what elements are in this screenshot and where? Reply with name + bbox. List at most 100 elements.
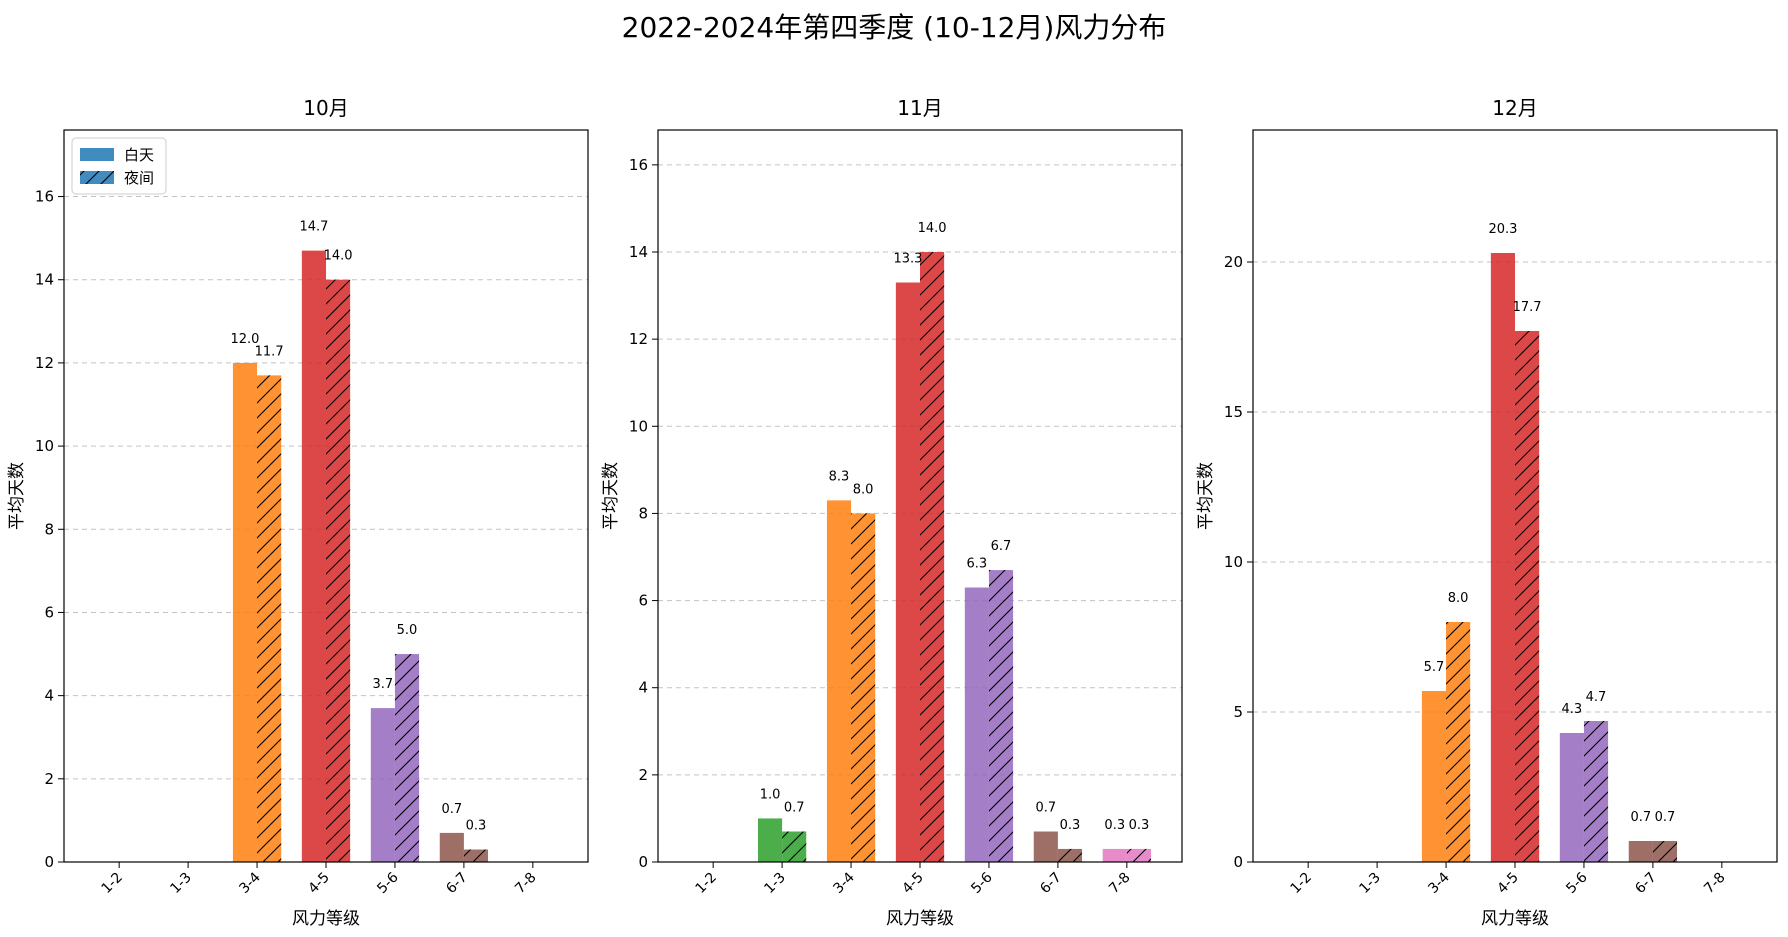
- x-axis-label: 风力等级: [292, 909, 360, 929]
- bar-day: [1421, 691, 1447, 862]
- x-tick-label: 7-8: [1701, 870, 1728, 897]
- y-tick-label: 8: [638, 504, 648, 522]
- y-tick-label: 0: [44, 853, 54, 871]
- y-tick-label: 8: [44, 520, 54, 538]
- figure-title: 2022-2024年第四季度 (10-12月)风力分布: [621, 11, 1167, 44]
- y-tick-label: 6: [44, 603, 54, 621]
- x-tick-label: 6-7: [443, 870, 470, 897]
- data-label: 8.0: [1448, 591, 1469, 606]
- chart-panel-3: 5.7 8.0 20.3 17.7 4.34.7 0.7 0.7 0 5 10 15 20 1-2 1-3…: [1196, 96, 1778, 929]
- bar-day: [964, 587, 989, 862]
- y-axis-label: 平均天数: [7, 462, 27, 530]
- data-label: 0.7: [1035, 801, 1056, 816]
- x-tick-label: 4-5: [1494, 870, 1521, 897]
- bar-day: [301, 250, 326, 862]
- bar-night-hatch: [394, 654, 420, 862]
- data-label: 14.7: [299, 220, 328, 235]
- legend-swatch-day: [80, 148, 114, 161]
- data-label: 8.0: [853, 482, 874, 497]
- bar-night-hatch: [257, 375, 282, 862]
- y-tick-label: 10: [35, 437, 54, 455]
- y-tick-label: 12: [629, 330, 648, 348]
- y-tick-label: 5: [1233, 703, 1243, 721]
- x-tick-label: 1-2: [98, 870, 125, 897]
- bar-day: [232, 362, 258, 862]
- y-tick-label: 6: [638, 592, 648, 610]
- bar-day: [826, 500, 852, 862]
- legend-label-day: 白天: [124, 146, 154, 164]
- x-tick-label: 5-6: [968, 869, 996, 897]
- y-tick-label: 10: [629, 417, 648, 435]
- x-tick-label: 3-4: [830, 869, 858, 897]
- data-label: 14.0: [324, 249, 353, 264]
- y-axis-label: 平均天数: [1196, 462, 1216, 530]
- x-tick-label: 6-7: [1037, 870, 1064, 897]
- bar-night-hatch: [1583, 721, 1609, 862]
- data-label: 1.0: [760, 787, 781, 802]
- data-label: 4.7: [1586, 690, 1607, 705]
- x-tick-label: 1-3: [761, 870, 788, 897]
- legend-label-night: 夜间: [124, 169, 154, 187]
- x-axis-label: 风力等级: [886, 909, 954, 929]
- x-tick-label: 6-7: [1632, 870, 1659, 897]
- y-tick-label: 12: [35, 354, 54, 372]
- bar-night-hatch: [1652, 841, 1678, 862]
- y-tick-label: 14: [35, 271, 54, 289]
- y-tick-label: 0: [638, 853, 648, 871]
- y-tick-label: 2: [44, 770, 54, 788]
- y-tick-label: 2: [638, 766, 648, 784]
- bar-day: [1628, 841, 1653, 862]
- bar-day: [1559, 733, 1584, 862]
- x-tick-label: 3-4: [1425, 869, 1453, 897]
- bar-day: [895, 282, 920, 862]
- x-tick-label: 5-6: [374, 869, 402, 897]
- y-tick-label: 16: [629, 156, 648, 174]
- data-label: 12.0: [231, 332, 260, 347]
- x-tick-label: 4-5: [899, 870, 926, 897]
- x-tick-label: 4-5: [305, 870, 332, 897]
- bar-night-hatch: [782, 831, 807, 862]
- y-tick-label: 15: [1224, 403, 1243, 421]
- y-tick-label: 4: [44, 687, 54, 705]
- data-label: 3.7: [373, 677, 394, 692]
- legend-swatch-night-hatch: [80, 171, 114, 184]
- data-label: 6.7: [991, 539, 1012, 554]
- x-tick-label: 7-8: [1106, 870, 1133, 897]
- chart-panel-2: 1.00.78.38.013.314.06.36.70.70.3 0.3 0.302…: [601, 96, 1183, 929]
- bar-night-hatch: [1446, 622, 1471, 862]
- data-label: 0.3: [1060, 818, 1081, 833]
- bar-night-hatch: [463, 849, 489, 862]
- x-tick-label: 1-2: [1287, 870, 1314, 897]
- bar-day: [370, 708, 395, 862]
- bar-night-hatch: [851, 513, 876, 862]
- x-tick-label: 3-4: [236, 869, 264, 897]
- data-label: 5.7: [1424, 660, 1445, 675]
- data-label: 20.3: [1488, 222, 1517, 237]
- bar-day: [439, 832, 464, 862]
- x-axis-label: 风力等级: [1481, 909, 1549, 929]
- data-label: 8.3: [829, 469, 850, 484]
- data-label: 6.3: [967, 557, 988, 572]
- data-label: 5.0: [397, 623, 418, 638]
- data-label: 0.3: [1104, 818, 1125, 833]
- bar-day: [1490, 253, 1515, 862]
- data-label: 0.7: [1655, 810, 1676, 825]
- data-label: 4.3: [1562, 702, 1583, 717]
- data-label: 11.7: [255, 344, 284, 359]
- data-label: 0.3: [1129, 818, 1150, 833]
- chart-panel-1: 12.011.7 14.7 14.0 3.7 5.0 0.7 0.3 0 2 4 6 8 10 12 14 1…: [7, 96, 589, 929]
- bar-night-hatch: [988, 570, 1014, 862]
- bar-day: [1033, 831, 1058, 862]
- chart-title: 10月: [303, 96, 348, 120]
- y-tick-label: 20: [1224, 253, 1243, 271]
- x-tick-label: 1-3: [167, 870, 194, 897]
- x-tick-label: 5-6: [1563, 869, 1591, 897]
- bar-night-hatch: [1515, 331, 1540, 862]
- bar-night-hatch: [326, 279, 351, 862]
- data-label: 0.7: [1630, 810, 1651, 825]
- chart-title: 11月: [897, 96, 942, 120]
- y-tick-label: 10: [1224, 553, 1243, 571]
- data-label: 0.7: [441, 802, 462, 817]
